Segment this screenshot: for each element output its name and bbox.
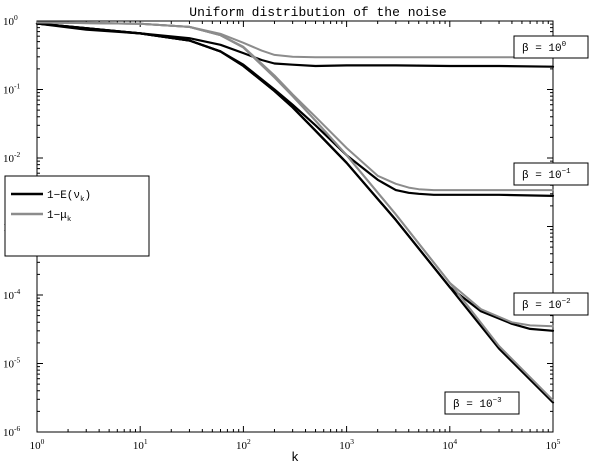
y-tick-label: 10-1: [3, 82, 20, 97]
beta-annotation-text: β = 10: [522, 170, 562, 182]
beta-annotation-exponent: 0: [562, 41, 567, 49]
y-tick-exponent: -6: [14, 424, 20, 433]
legend-label: 1−E(νk): [47, 190, 91, 204]
beta-annotation-box: [513, 162, 589, 186]
beta-annotation-label: β = 10−2: [522, 298, 571, 312]
x-tick-base: 10: [546, 440, 558, 452]
y-tick-label: 10-5: [3, 356, 20, 371]
x-tick-exponent: 3: [350, 437, 354, 446]
y-tick-exponent: -1: [14, 82, 20, 91]
x-tick-base: 10: [133, 440, 145, 452]
y-tick-base: 10: [3, 427, 15, 439]
y-tick-base: 10: [3, 359, 15, 371]
legend-label-subscript: k: [67, 216, 72, 224]
legend: 1−E(νk)1−μk: [4, 175, 150, 257]
y-tick-exponent: -5: [14, 356, 20, 365]
y-tick-base: 10: [3, 153, 15, 165]
x-tick-base: 10: [339, 440, 351, 452]
beta-annotation: β = 10−2: [513, 292, 589, 316]
beta-annotation-text: β = 10: [522, 300, 562, 312]
beta-annotation-exponent: −1: [562, 168, 572, 176]
legend-label-subscript: k: [80, 196, 85, 204]
x-tick-label: 103: [339, 437, 354, 452]
y-tick-base: 10: [3, 85, 15, 97]
x-tick-exponent: 0: [41, 437, 45, 446]
chart-title: Uniform distribution of the noise: [189, 5, 446, 20]
y-tick-base: 10: [3, 290, 15, 302]
beta-annotation-box: [444, 391, 520, 415]
series-line-6: [36, 21, 554, 328]
x-tick-base: 10: [236, 440, 248, 452]
legend-label-end: ): [85, 190, 92, 202]
x-axis-label: k: [291, 450, 299, 465]
y-tick-label: 10-2: [3, 150, 20, 165]
beta-annotation: β = 10−3: [444, 391, 520, 415]
beta-annotation: β = 10−1: [513, 162, 589, 186]
beta-annotation-text: β = 10: [522, 43, 562, 55]
y-tick-label: 10-6: [3, 424, 20, 439]
y-tick-base: 10: [3, 16, 15, 28]
y-tick-exponent: -4: [14, 287, 20, 296]
legend-label-main: 1−μ: [47, 210, 67, 222]
beta-annotation-exponent: −3: [493, 397, 503, 405]
beta-annotation-label: β = 10−1: [522, 168, 571, 182]
beta-annotation-box: [513, 35, 589, 59]
series-line-2: [36, 21, 554, 59]
x-tick-base: 10: [442, 440, 454, 452]
y-tick-label: 10-4: [3, 287, 20, 302]
legend-label-main: 1−E(ν: [47, 190, 80, 202]
y-tick-exponent: 0: [14, 13, 18, 22]
beta-annotation-label: β = 100: [522, 41, 567, 55]
x-tick-label: 104: [442, 437, 457, 452]
legend-label: 1−μk: [47, 210, 72, 224]
series-line-8: [36, 21, 554, 402]
x-tick-label: 100: [30, 437, 45, 452]
x-tick-label: 101: [133, 437, 148, 452]
x-tick-base: 10: [30, 440, 42, 452]
x-axis-ticks: 100 101 102 103 104 105: [30, 21, 561, 452]
beta-annotation-text: β = 10: [453, 399, 493, 411]
beta-annotation-exponent: −2: [562, 298, 571, 306]
y-tick-label: 100: [3, 13, 18, 28]
beta-annotation: β = 100: [513, 35, 589, 59]
series-layer: [35, 21, 555, 404]
legend-box: [4, 175, 150, 257]
y-tick-exponent: -2: [14, 150, 20, 159]
beta-annotation-label: β = 10−3: [453, 397, 502, 411]
series-line-7: [35, 22, 555, 404]
beta-annotation-box: [513, 292, 589, 316]
x-tick-exponent: 5: [557, 437, 561, 446]
x-tick-exponent: 4: [453, 437, 457, 446]
x-tick-label: 102: [236, 437, 251, 452]
x-tick-label: 105: [546, 437, 561, 452]
x-tick-exponent: 1: [144, 437, 148, 446]
x-tick-exponent: 2: [247, 437, 251, 446]
